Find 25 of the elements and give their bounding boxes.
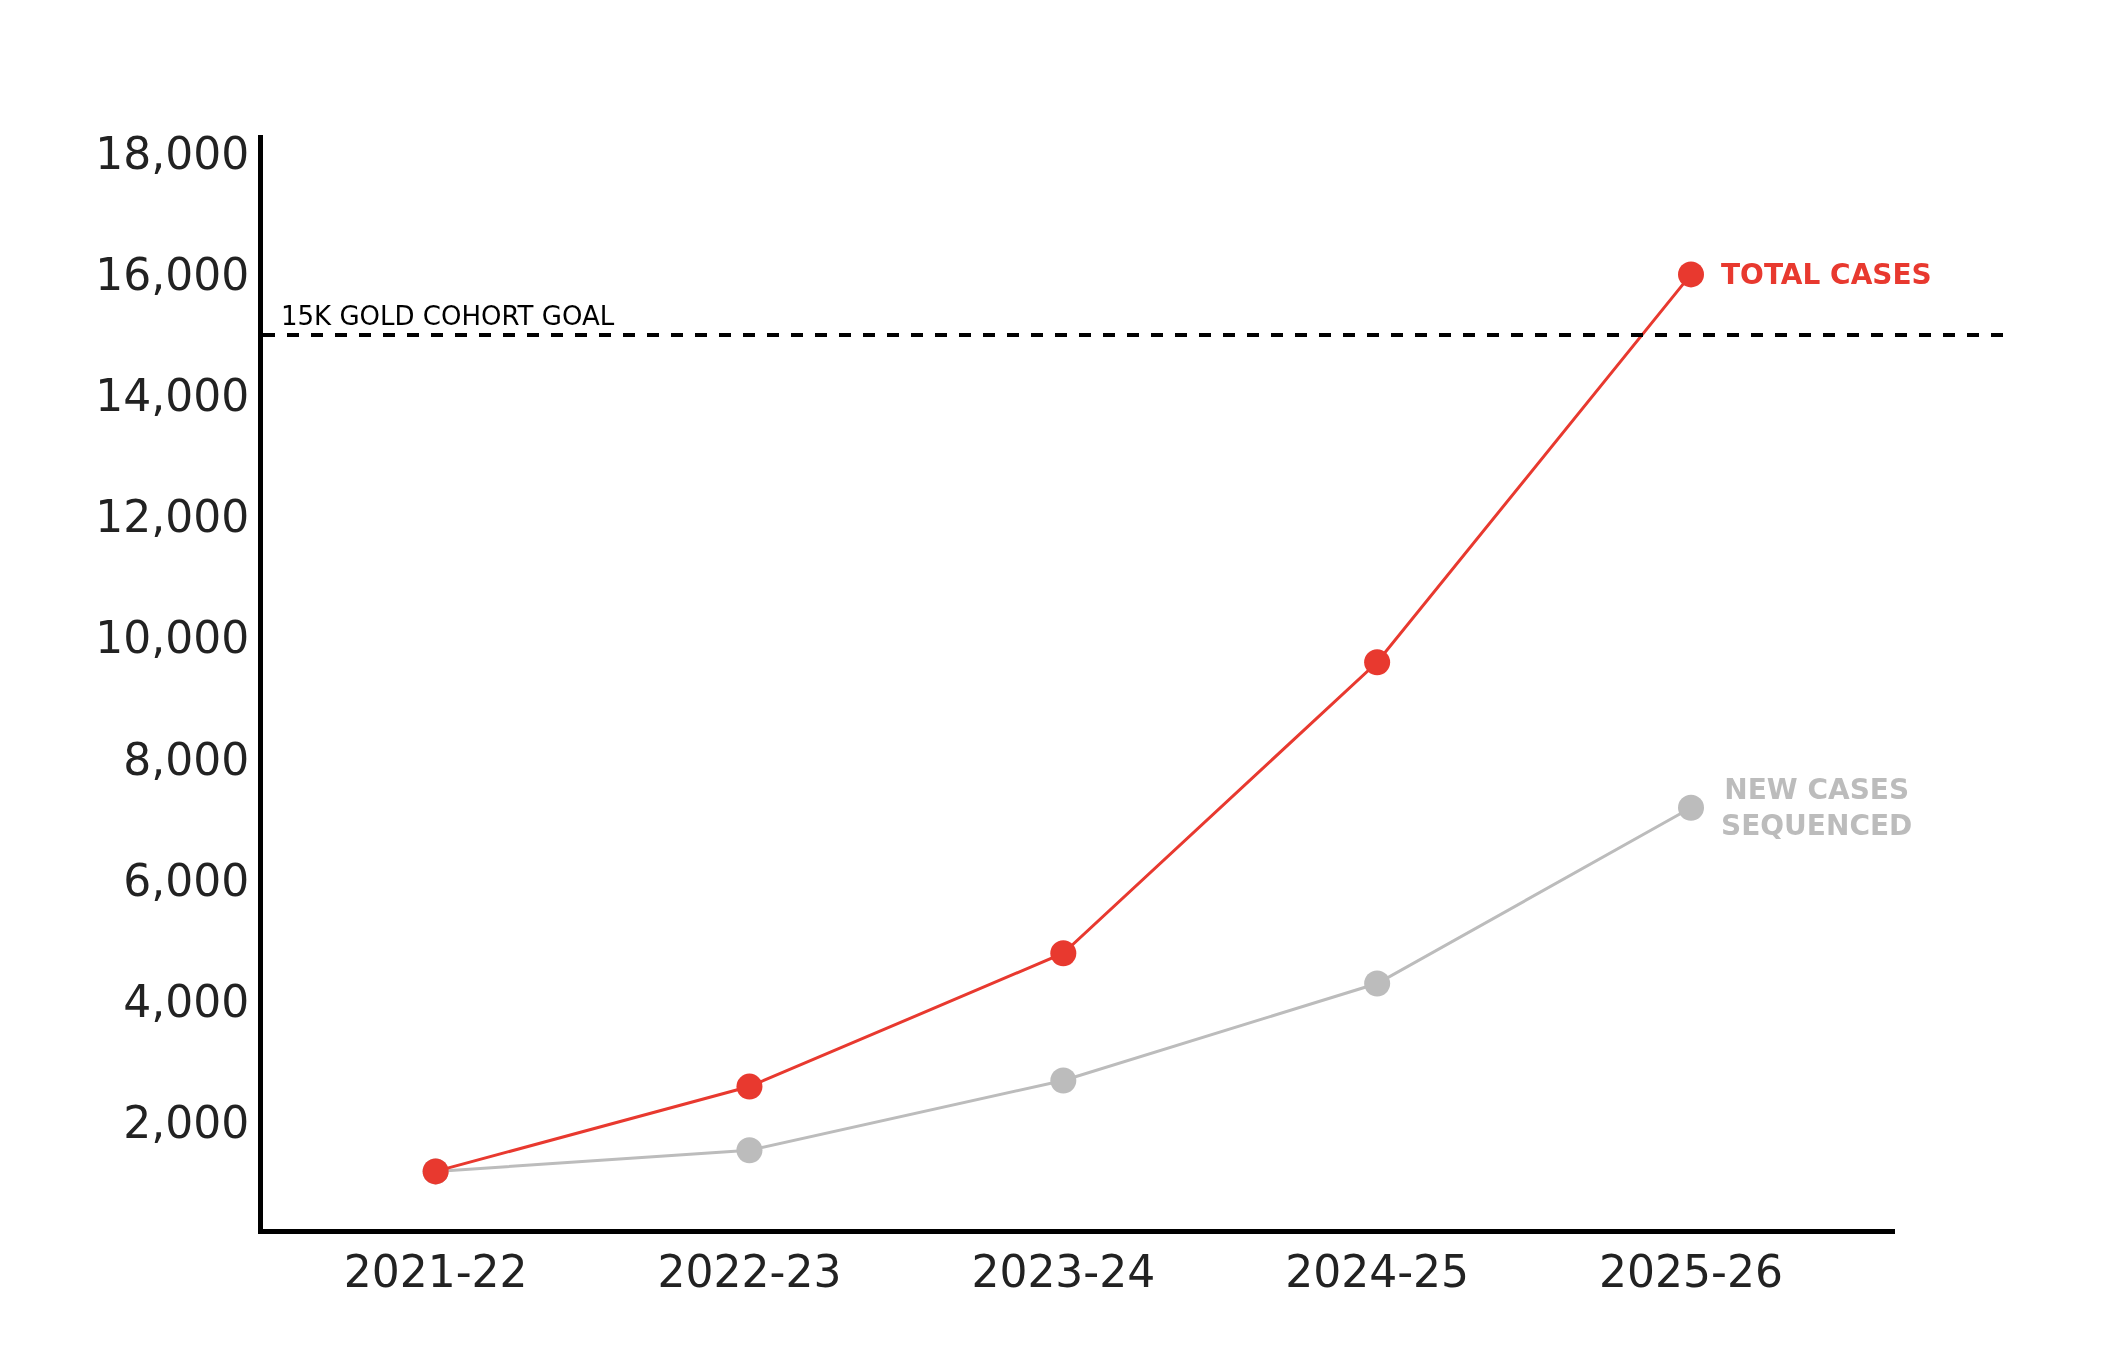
y-tick-label: 10,000 bbox=[95, 612, 250, 664]
series-label: NEW CASES SEQUENCED bbox=[1721, 773, 1913, 843]
y-tick-label: 2,000 bbox=[123, 1097, 250, 1149]
y-tick-label: 18,000 bbox=[95, 127, 250, 179]
y-tick-label: 6,000 bbox=[123, 854, 250, 906]
x-tick-label: 2022-23 bbox=[657, 1245, 842, 1297]
y-tick-label: 12,000 bbox=[95, 491, 250, 543]
point bbox=[1678, 261, 1704, 288]
point bbox=[1678, 794, 1704, 821]
point bbox=[1364, 649, 1391, 676]
point bbox=[1364, 970, 1391, 997]
point bbox=[736, 1137, 763, 1164]
y-tick-label: 8,000 bbox=[123, 733, 250, 785]
x-tick-label: 2025-26 bbox=[1599, 1245, 1783, 1297]
point bbox=[1050, 1067, 1077, 1094]
x-tick-label: 2023-24 bbox=[971, 1245, 1156, 1297]
x-tick-label: 2024-25 bbox=[1285, 1245, 1470, 1297]
y-tick-label: 16,000 bbox=[95, 248, 250, 300]
point bbox=[1050, 940, 1077, 967]
x-tick-label: 2021-22 bbox=[343, 1245, 528, 1297]
y-tick-label: 14,000 bbox=[95, 370, 250, 422]
point bbox=[736, 1073, 763, 1100]
y-tick-label: 4,000 bbox=[123, 976, 250, 1028]
ref-line-label: 15K GOLD COHORT GOAL bbox=[281, 301, 615, 331]
series-label: TOTAL CASES bbox=[1721, 258, 1932, 291]
